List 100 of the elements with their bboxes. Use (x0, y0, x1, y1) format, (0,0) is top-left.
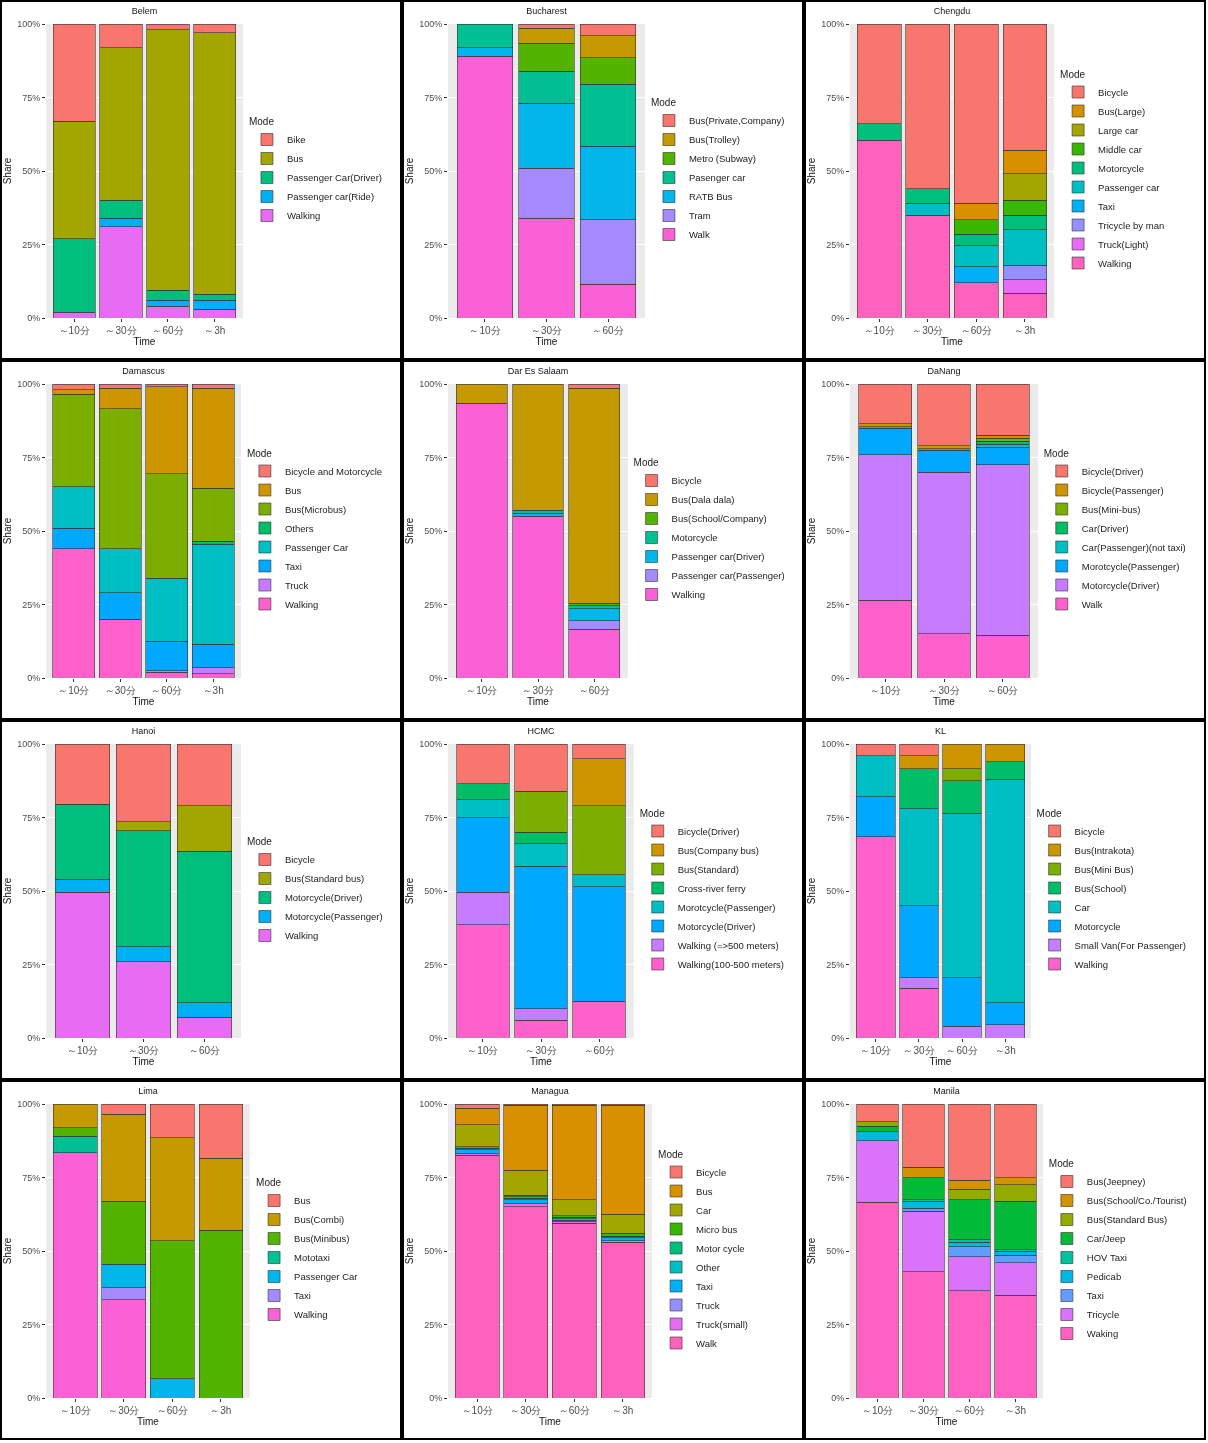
legend-label: Motorcycle(Driver) (677, 920, 756, 932)
legend-title: Mode (248, 116, 275, 127)
legend-label: Bicycle and Motorcycle (284, 465, 383, 477)
y-tick-label: 75% (826, 1172, 845, 1183)
y-axis-title: Share (806, 1237, 817, 1265)
x-tick-label: ～10分 (461, 1405, 493, 1416)
y-tick-label: 25% (22, 959, 41, 970)
chart-title: Dar Es Salaam (507, 365, 569, 376)
legend-label: Walking (284, 930, 319, 942)
legend-label: Bicycle(Driver) (1081, 465, 1144, 477)
x-tick-label: ～60分 (152, 325, 184, 336)
y-tick-label: 50% (424, 166, 443, 177)
x-tick-label: ～60分 (583, 1045, 615, 1056)
y-tick-label: 50% (424, 1246, 443, 1257)
y-tick-label: 75% (826, 452, 845, 463)
chart-title: Hanoi (131, 725, 156, 736)
y-tick-label: 25% (826, 599, 845, 610)
legend-label: Passenger car(Driver) (671, 551, 765, 563)
x-tick-label: ～60分 (188, 1045, 220, 1056)
y-tick-label: 50% (22, 886, 41, 897)
x-tick-label: ～3h (204, 325, 226, 336)
x-tick-label: ～3h (202, 685, 224, 696)
legend-title: Mode (658, 1148, 684, 1160)
legend-label: Bicycle (1074, 825, 1105, 837)
legend-label: Truck (284, 579, 309, 591)
y-axis-title: Share (806, 517, 817, 545)
legend-label: Motorcycle(Passenger) (284, 911, 383, 923)
x-tick-label: ～30分 (912, 325, 944, 336)
legend-label: Bus (294, 1195, 311, 1207)
legend-label: Passenger car (1098, 181, 1160, 193)
y-tick-label: 0% (831, 1393, 845, 1404)
legend-label: Bicycle (671, 475, 702, 487)
y-tick-label: 25% (22, 1319, 41, 1330)
x-tick-label: ～10分 (59, 1405, 91, 1416)
legend-label: Car(Driver) (1081, 522, 1129, 534)
legend-label: Walk (1081, 598, 1103, 610)
legend-label: Motor cycle (696, 1242, 745, 1254)
y-tick-label: 50% (826, 526, 845, 537)
x-tick-label: ～10分 (58, 685, 90, 696)
legend-label: Walking (=>500 meters) (677, 939, 779, 951)
legend-label: Walking (1098, 257, 1132, 269)
x-tick-label: ～60分 (151, 685, 183, 696)
legend-label: Taxi (284, 560, 302, 572)
x-axis-title: Time (929, 1056, 952, 1067)
chart-title: Manila (933, 1085, 960, 1096)
x-tick-label: ～60分 (558, 1405, 590, 1416)
y-axis-title: Share (404, 517, 415, 545)
legend-label: Bus(School) (1074, 882, 1127, 894)
x-tick-label: ～10分 (467, 1045, 499, 1056)
legend-label: Walking (286, 210, 321, 222)
legend-label: Bicycle (696, 1166, 727, 1178)
x-tick-label: ～30分 (903, 1045, 935, 1056)
y-tick-label: 0% (429, 673, 443, 684)
x-tick-label: ～10分 (67, 1045, 99, 1056)
legend-label: Bus(Trolley) (688, 134, 740, 146)
legend-label: RATB Bus (688, 191, 733, 203)
legend-title: Mode (1048, 1158, 1075, 1169)
x-tick-label: ～30分 (907, 1405, 940, 1416)
legend-label: Pasenger car (688, 172, 746, 184)
y-tick-label: 75% (22, 1172, 41, 1183)
legend-label: Bus(School/Company) (671, 513, 767, 525)
y-tick-label: 100% (419, 19, 443, 30)
x-tick-label: ～10分 (466, 685, 498, 696)
x-tick-label: ～10分 (863, 325, 895, 336)
x-axis-title: Time (933, 696, 956, 707)
y-tick-label: 0% (27, 1393, 41, 1404)
legend-label: Bus(Standard Bus) (1086, 1214, 1168, 1226)
legend-label: Micro bus (696, 1223, 738, 1235)
y-tick-label: 25% (826, 239, 845, 250)
y-tick-label: 0% (27, 673, 41, 684)
y-tick-label: 100% (17, 19, 41, 30)
y-axis-title: Share (2, 517, 13, 545)
legend-label: Morotcycle(Passenger) (677, 901, 776, 913)
legend-label: Large car (1098, 124, 1139, 136)
chart-title: DaNang (927, 365, 961, 376)
y-tick-label: 25% (22, 599, 41, 610)
y-tick-label: 0% (429, 1033, 443, 1044)
legend-label: Passenger car(Ride) (286, 191, 375, 203)
legend-label: Bus(Standard) (677, 863, 739, 875)
y-axis-title: Share (404, 877, 415, 905)
legend-label: Motorcycle(Driver) (1081, 579, 1160, 591)
y-tick-label: 25% (424, 599, 443, 610)
legend-label: Bus(Private,Company) (688, 115, 785, 127)
x-tick-label: ～30分 (127, 1045, 160, 1056)
y-tick-label: 0% (27, 1033, 41, 1044)
x-tick-label: ～60分 (592, 325, 624, 336)
legend-label: Car (1074, 901, 1090, 913)
legend-label: Motorcycle(Driver) (284, 892, 363, 904)
y-tick-label: 50% (826, 886, 845, 897)
x-tick-label: ～10分 (860, 1045, 892, 1056)
y-tick-label: 50% (22, 166, 41, 177)
legend-title: Mode (1060, 68, 1086, 80)
x-tick-label: ～30分 (105, 325, 137, 336)
y-tick-label: 75% (424, 1172, 443, 1183)
legend-label: Car(Passenger)(not taxi) (1081, 541, 1186, 553)
legend-label: Bicycle (1098, 86, 1129, 98)
legend-label: Mototaxi (294, 1252, 330, 1264)
x-tick-label: ～30分 (522, 685, 554, 696)
legend-label: Bus(Standard bus) (284, 873, 365, 885)
chart-title: Managua (531, 1085, 569, 1096)
